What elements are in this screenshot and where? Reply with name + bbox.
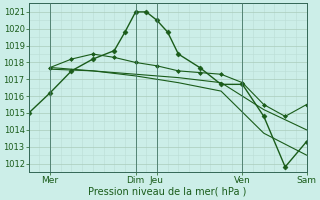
X-axis label: Pression niveau de la mer( hPa ): Pression niveau de la mer( hPa ) bbox=[88, 187, 247, 197]
